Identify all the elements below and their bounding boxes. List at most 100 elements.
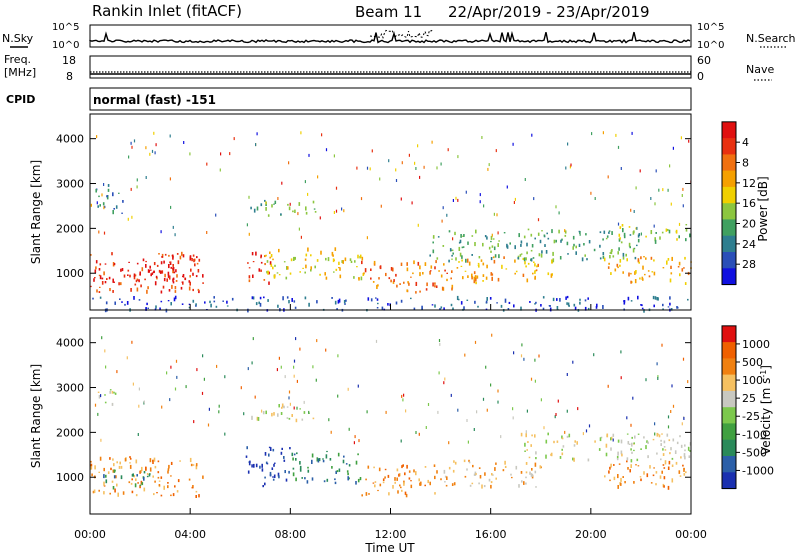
scatter-cell — [288, 396, 290, 400]
scatter-cell — [357, 254, 359, 259]
scatter-cell — [587, 307, 590, 311]
scatter-cell — [444, 269, 446, 272]
scatter-cell — [640, 448, 642, 450]
scatter-cell — [273, 412, 275, 416]
scatter-cell — [251, 296, 254, 300]
scatter-cell — [152, 475, 154, 478]
scatter-cell — [476, 410, 478, 414]
scatter-cell — [248, 267, 251, 269]
scatter-cell — [593, 248, 596, 252]
scatter-cell — [685, 471, 687, 474]
scatter-cell — [584, 306, 587, 311]
scatter-cell — [112, 458, 114, 461]
scatter-cell — [170, 494, 172, 497]
scatter-cell — [286, 296, 289, 299]
date-range: 22/Apr/2019 - 23/Apr/2019 — [448, 3, 650, 21]
scatter-cell — [170, 205, 172, 209]
scatter-cell — [353, 441, 355, 445]
scatter-cell — [356, 266, 358, 268]
scatter-cell — [636, 226, 638, 230]
scatter-cell — [245, 455, 248, 458]
scatter-cell — [561, 435, 563, 439]
scatter-cell — [483, 485, 486, 488]
scatter-cell — [304, 258, 307, 261]
scatter-cell — [406, 464, 408, 469]
scatter-cell — [392, 281, 395, 284]
scatter-cell — [259, 302, 262, 307]
scatter-cell — [587, 458, 590, 462]
scatter-cell — [269, 447, 272, 451]
scatter-cell — [379, 483, 382, 487]
scatter-cell — [432, 249, 435, 254]
scatter-cell — [443, 307, 445, 310]
scatter-cell — [399, 484, 401, 487]
colorbar-segment — [722, 342, 736, 359]
scatter-cell — [135, 459, 138, 464]
scatter-cell — [384, 468, 387, 471]
scatter-cell — [669, 296, 671, 300]
scatter-cell — [155, 275, 158, 278]
scatter-cell — [662, 303, 664, 307]
scatter-cell — [168, 275, 171, 280]
scatter-cell — [130, 482, 133, 485]
scatter-cell — [585, 429, 588, 433]
scatter-cell — [226, 305, 229, 307]
scatter-cell — [90, 466, 92, 470]
scatter-cell — [462, 246, 465, 248]
scatter-cell — [656, 452, 658, 455]
scatter-cell — [119, 298, 121, 300]
power-y-axis-label: Slant Range [km] — [29, 160, 43, 264]
scatter-cell — [630, 280, 632, 284]
scatter-cell — [343, 300, 346, 304]
scatter-cell — [608, 262, 610, 265]
scatter-cell — [622, 252, 625, 257]
scatter-cell — [653, 304, 655, 308]
scatter-cell — [307, 192, 309, 196]
scatter-cell — [160, 300, 163, 303]
velocity-y-axis-label: Slant Range [km] — [29, 364, 43, 468]
scatter-cell — [534, 270, 537, 272]
scatter-cell — [286, 406, 289, 408]
scatter-cell — [337, 452, 340, 457]
scatter-cell — [169, 177, 171, 181]
scatter-cell — [553, 239, 556, 244]
scatter-cell — [387, 303, 389, 306]
scatter-cell — [252, 337, 254, 341]
scatter-cell — [202, 274, 204, 278]
scatter-cell — [439, 342, 441, 346]
scatter-cell — [331, 297, 333, 299]
scatter-cell — [471, 482, 474, 485]
scatter-cell — [495, 149, 497, 153]
scatter-cell — [277, 304, 279, 308]
scatter-cell — [467, 275, 469, 278]
scatter-cell — [503, 232, 506, 234]
scatter-cell — [308, 410, 310, 414]
scatter-cell — [172, 281, 175, 284]
scatter-cell — [271, 467, 274, 470]
scatter-cell — [617, 222, 620, 226]
scatter-cell — [109, 492, 111, 495]
scatter-cell — [100, 394, 102, 398]
scatter-cell — [658, 188, 660, 192]
scatter-cell — [634, 271, 636, 275]
colorbar-segment — [722, 138, 736, 155]
scatter-cell — [650, 230, 653, 235]
scatter-cell — [338, 261, 340, 265]
scatter-cell — [292, 210, 294, 213]
scatter-cell — [174, 485, 176, 488]
scatter-cell — [276, 272, 279, 274]
scatter-cell — [90, 460, 92, 463]
scatter-cell — [163, 278, 166, 282]
scatter-cell — [306, 480, 309, 484]
scatter-cell — [160, 494, 163, 497]
scatter-cell — [685, 224, 688, 226]
scatter-cell — [353, 276, 355, 279]
colorbar-segment — [722, 170, 736, 188]
scatter-cell — [407, 281, 409, 284]
scatter-cell — [650, 256, 653, 260]
scatter-cell — [466, 299, 469, 301]
scatter-cell — [293, 406, 295, 410]
scatter-cell — [579, 298, 581, 301]
scatter-cell — [581, 257, 584, 262]
scatter-cell — [401, 161, 403, 165]
